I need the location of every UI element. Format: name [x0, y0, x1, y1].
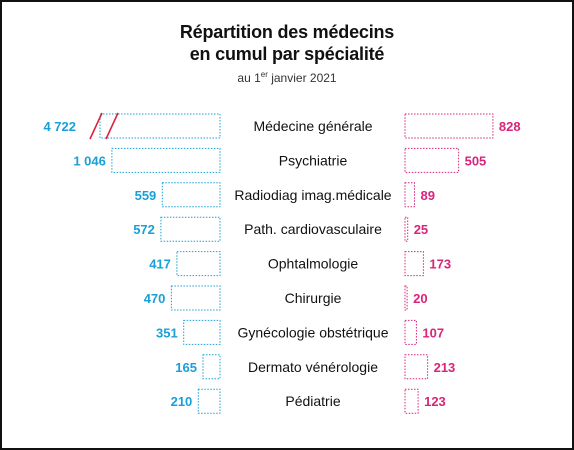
- right-bar: [404, 319, 417, 345]
- left-value-label: 470: [144, 291, 166, 306]
- left-value-label: 165: [175, 360, 197, 375]
- left-value-label: 417: [149, 257, 171, 272]
- right-bar: [404, 285, 408, 311]
- chart-title-line-1: Répartition des médecins: [179, 22, 395, 42]
- right-value-label: 20: [413, 291, 427, 306]
- left-bar: [176, 251, 221, 277]
- left-bar: [170, 285, 221, 311]
- left-bar: [202, 354, 221, 380]
- left-value-label: 1 046: [73, 153, 106, 168]
- right-value-label: 107: [422, 325, 444, 340]
- left-bar: [161, 182, 221, 208]
- right-bar: [404, 182, 415, 208]
- subtitle-superscript: er: [260, 70, 268, 79]
- subtitle-prefix: au 1: [237, 71, 261, 85]
- right-value-label: 25: [414, 222, 428, 237]
- right-value-label: 123: [424, 394, 446, 409]
- right-bar: [404, 216, 409, 242]
- left-bar: [160, 216, 221, 242]
- right-value-label: 505: [465, 153, 487, 168]
- right-bar: [404, 113, 494, 139]
- category-label: Dermato vénérologie: [248, 359, 378, 375]
- subtitle-suffix: janvier 2021: [267, 71, 337, 85]
- category-label: Chirurgie: [285, 290, 342, 306]
- left-bar: [99, 113, 221, 139]
- left-bar: [183, 319, 221, 345]
- left-bar: [197, 388, 221, 414]
- left-value-label: 4 722: [43, 119, 76, 134]
- category-label: Radiodiag imag.médicale: [234, 187, 391, 203]
- category-label: Pédiatrie: [285, 393, 340, 409]
- left-value-label: 351: [156, 325, 178, 340]
- category-label: Psychiatrie: [279, 152, 348, 168]
- axis-break-mark: [105, 112, 119, 140]
- category-label: Ophtalmologie: [268, 256, 358, 272]
- right-bar: [404, 354, 429, 380]
- right-value-label: 173: [429, 257, 451, 272]
- right-bar: [404, 388, 419, 414]
- right-value-label: 89: [421, 188, 435, 203]
- axis-break-mark: [89, 112, 103, 140]
- category-label: Gynécologie obstétrique: [238, 324, 389, 340]
- chart-subtitle: au 1er janvier 2021: [0, 70, 574, 85]
- left-bar: [111, 147, 221, 173]
- chart-title-line-2: en cumul par spécialité: [189, 44, 385, 64]
- category-label: Médecine générale: [253, 118, 372, 134]
- right-value-label: 828: [499, 119, 521, 134]
- right-value-label: 213: [434, 360, 456, 375]
- right-bar: [404, 147, 460, 173]
- category-label: Path. cardiovasculaire: [244, 221, 382, 237]
- left-value-label: 210: [171, 394, 193, 409]
- left-value-label: 559: [135, 188, 157, 203]
- right-bar: [404, 251, 424, 277]
- left-value-label: 572: [133, 222, 155, 237]
